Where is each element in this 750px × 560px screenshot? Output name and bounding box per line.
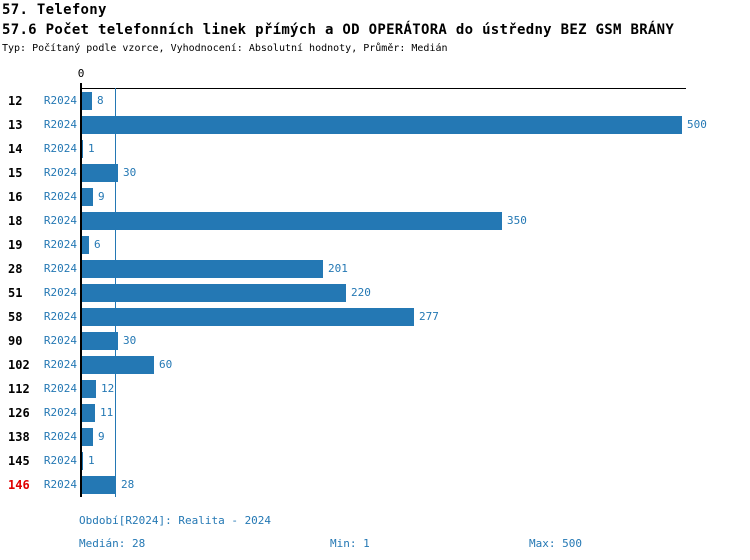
footer-period-text: Období[R2024]: Realita - 2024 xyxy=(79,514,272,527)
chart-row-13: 13 R2024 500 xyxy=(0,113,750,137)
row-value-label: 1 xyxy=(88,454,95,467)
chart-row-112: 112 R2024 12 xyxy=(0,377,750,401)
chart-row-145: 145 R2024 1 xyxy=(0,449,750,473)
footer-median-text: Medián: 28 xyxy=(79,537,146,550)
row-category-label: 14 xyxy=(8,142,23,156)
row-category-label: 28 xyxy=(8,262,23,276)
row-period-label: R2024 xyxy=(43,238,77,251)
row-value-label: 500 xyxy=(687,118,707,131)
row-category-label: 16 xyxy=(8,190,23,204)
row-period-label: R2024 xyxy=(43,454,77,467)
footer-max-text: Max: 500 xyxy=(529,537,582,550)
chart-row-138: 138 R2024 9 xyxy=(0,425,750,449)
chart-row-15: 15 R2024 30 xyxy=(0,161,750,185)
chart-row-16: 16 R2024 9 xyxy=(0,185,750,209)
chart-row-146: 146 R2024 28 xyxy=(0,473,750,497)
row-period-label: R2024 xyxy=(43,406,77,419)
row-value-label: 11 xyxy=(100,406,114,419)
row-value-label: 201 xyxy=(328,262,348,275)
row-category-label: 13 xyxy=(8,118,23,132)
row-value-label: 60 xyxy=(159,358,173,371)
row-bar xyxy=(82,284,346,302)
row-period-label: R2024 xyxy=(43,118,77,131)
row-period-label: R2024 xyxy=(43,142,77,155)
row-value-label: 220 xyxy=(351,286,371,299)
row-value-label: 1 xyxy=(88,142,95,155)
row-bar xyxy=(82,116,682,134)
row-bar xyxy=(82,332,118,350)
row-category-label: 19 xyxy=(8,238,23,252)
chart-row-58: 58 R2024 277 xyxy=(0,305,750,329)
x-axis-zero-tick-label: 0 xyxy=(77,67,85,80)
row-period-label: R2024 xyxy=(43,262,77,275)
row-category-label: 12 xyxy=(8,94,23,108)
row-period-label: R2024 xyxy=(43,382,77,395)
chart-row-126: 126 R2024 11 xyxy=(0,401,750,425)
chart-row-18: 18 R2024 350 xyxy=(0,209,750,233)
row-category-label: 138 xyxy=(8,430,30,444)
row-period-label: R2024 xyxy=(43,190,77,203)
row-category-label: 90 xyxy=(8,334,23,348)
row-value-label: 8 xyxy=(97,94,104,107)
row-value-label: 6 xyxy=(94,238,101,251)
row-value-label: 12 xyxy=(101,382,115,395)
row-value-label: 9 xyxy=(98,430,105,443)
row-category-label: 146 xyxy=(8,478,30,492)
chart-row-51: 51 R2024 220 xyxy=(0,281,750,305)
row-period-label: R2024 xyxy=(43,286,77,299)
row-bar xyxy=(82,428,93,446)
row-category-label: 145 xyxy=(8,454,30,468)
row-value-label: 277 xyxy=(419,310,439,323)
row-period-label: R2024 xyxy=(43,334,77,347)
row-category-label: 126 xyxy=(8,406,30,420)
row-category-label: 51 xyxy=(8,286,23,300)
footer-min-text: Min: 1 xyxy=(330,537,370,550)
row-bar xyxy=(82,236,89,254)
row-bar xyxy=(82,404,95,422)
row-bar xyxy=(82,452,83,470)
row-bar xyxy=(82,188,93,206)
row-bar xyxy=(82,140,83,158)
row-period-label: R2024 xyxy=(43,310,77,323)
row-period-label: R2024 xyxy=(43,166,77,179)
page-title: 57. Telefony xyxy=(2,2,107,18)
chart-row-19: 19 R2024 6 xyxy=(0,233,750,257)
row-value-label: 9 xyxy=(98,190,105,203)
chart-row-12: 12 R2024 8 xyxy=(0,89,750,113)
row-bar xyxy=(82,164,118,182)
chart-row-90: 90 R2024 30 xyxy=(0,329,750,353)
row-bar xyxy=(82,92,92,110)
row-category-label: 102 xyxy=(8,358,30,372)
x-axis-line xyxy=(80,88,686,89)
row-bar xyxy=(82,380,96,398)
chart-meta-line: Typ: Počítaný podle vzorce, Vyhodnocení:… xyxy=(2,43,448,54)
row-value-label: 350 xyxy=(507,214,527,227)
row-category-label: 112 xyxy=(8,382,30,396)
row-period-label: R2024 xyxy=(43,478,77,491)
row-value-label: 28 xyxy=(121,478,135,491)
row-category-label: 15 xyxy=(8,166,23,180)
chart-row-14: 14 R2024 1 xyxy=(0,137,750,161)
row-category-label: 18 xyxy=(8,214,23,228)
row-period-label: R2024 xyxy=(43,430,77,443)
row-bar xyxy=(82,308,414,326)
row-bar xyxy=(82,260,323,278)
chart-row-102: 102 R2024 60 xyxy=(0,353,750,377)
row-category-label: 58 xyxy=(8,310,23,324)
row-bar xyxy=(82,476,116,494)
row-value-label: 30 xyxy=(123,334,137,347)
chart-title: 57.6 Počet telefonních linek přímých a O… xyxy=(2,22,675,38)
row-period-label: R2024 xyxy=(43,358,77,371)
row-period-label: R2024 xyxy=(43,214,77,227)
row-value-label: 30 xyxy=(123,166,137,179)
y-axis-line xyxy=(80,83,82,497)
row-period-label: R2024 xyxy=(43,94,77,107)
row-bar xyxy=(82,212,502,230)
chart-row-28: 28 R2024 201 xyxy=(0,257,750,281)
row-bar xyxy=(82,356,154,374)
